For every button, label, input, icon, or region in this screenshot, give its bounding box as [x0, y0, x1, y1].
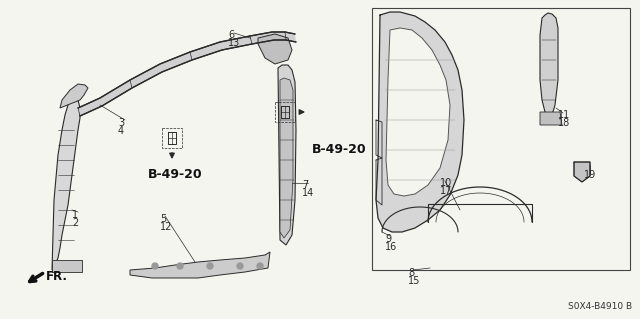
Polygon shape: [60, 84, 88, 108]
Text: 18: 18: [558, 118, 570, 128]
Text: 7: 7: [302, 180, 308, 190]
Text: 1: 1: [72, 210, 78, 220]
Text: 17: 17: [440, 186, 452, 196]
Text: 14: 14: [302, 188, 314, 198]
Polygon shape: [574, 162, 590, 182]
Text: 6: 6: [228, 30, 234, 40]
Text: 3: 3: [118, 118, 124, 128]
Text: 16: 16: [385, 242, 397, 252]
Text: 19: 19: [584, 170, 596, 180]
Text: 12: 12: [160, 222, 172, 232]
Polygon shape: [258, 34, 292, 64]
Polygon shape: [130, 252, 270, 278]
Bar: [372, 8, 630, 270]
Text: 5: 5: [160, 214, 166, 224]
Text: FR.: FR.: [46, 270, 68, 283]
Text: 9: 9: [385, 234, 391, 244]
Polygon shape: [540, 13, 558, 118]
Text: 2: 2: [72, 218, 78, 228]
Text: B-49-20: B-49-20: [148, 168, 203, 181]
Text: 10: 10: [440, 178, 452, 188]
Text: 8: 8: [408, 268, 414, 278]
Polygon shape: [52, 260, 82, 272]
Text: S0X4-B4910 B: S0X4-B4910 B: [568, 302, 632, 311]
Text: B-49-20: B-49-20: [312, 143, 367, 156]
Polygon shape: [52, 95, 80, 270]
Text: 11: 11: [558, 110, 570, 120]
Circle shape: [237, 263, 243, 269]
Circle shape: [207, 263, 213, 269]
Circle shape: [257, 263, 263, 269]
Circle shape: [177, 263, 183, 269]
Polygon shape: [540, 112, 562, 125]
Text: 13: 13: [228, 38, 240, 48]
Text: 4: 4: [118, 126, 124, 136]
Polygon shape: [280, 78, 293, 238]
Circle shape: [152, 263, 158, 269]
Polygon shape: [376, 12, 464, 232]
Polygon shape: [278, 65, 296, 245]
Polygon shape: [78, 32, 296, 116]
Text: 15: 15: [408, 276, 420, 286]
Polygon shape: [386, 28, 450, 196]
